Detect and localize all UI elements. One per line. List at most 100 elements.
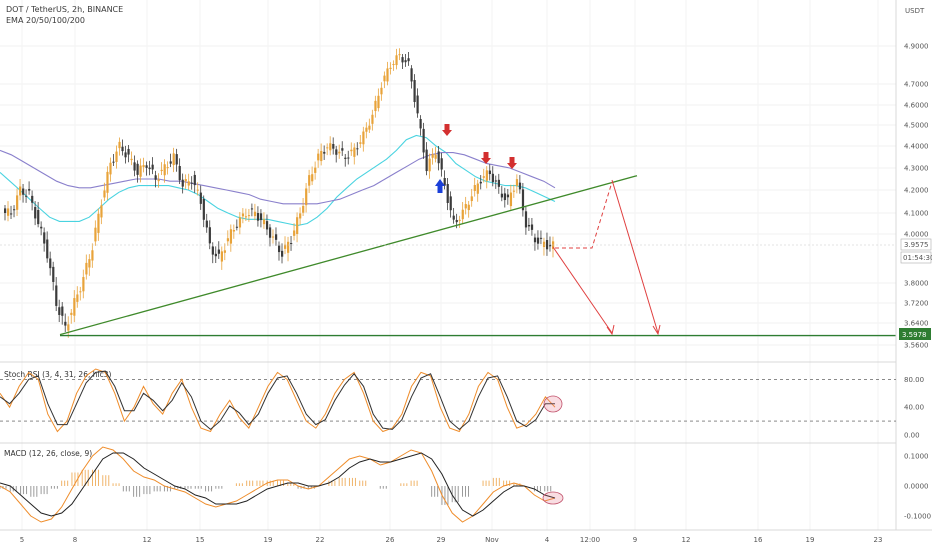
price-tick-label: 3.8000 xyxy=(904,280,929,288)
macd-label: MACD (12, 26, close, 9) xyxy=(4,449,92,458)
candle xyxy=(205,213,208,233)
red-down-arrow xyxy=(507,157,517,169)
candle xyxy=(13,205,16,218)
candle xyxy=(311,166,314,186)
candle xyxy=(308,169,311,194)
candle xyxy=(148,160,151,176)
candle xyxy=(88,254,91,276)
candle xyxy=(329,136,332,156)
candle xyxy=(359,134,362,148)
candle xyxy=(527,217,531,232)
candle xyxy=(464,196,467,215)
candle xyxy=(524,206,528,235)
candle xyxy=(476,179,479,202)
ema-lines xyxy=(0,134,556,227)
candle xyxy=(190,176,193,190)
candle xyxy=(181,173,184,194)
candle xyxy=(157,173,160,188)
red-down-arrow xyxy=(481,152,491,164)
candle xyxy=(506,188,510,205)
candle xyxy=(485,166,488,189)
candle xyxy=(250,203,254,217)
time-tick-label: 29 xyxy=(437,536,446,544)
candle xyxy=(287,236,290,262)
arrow-head xyxy=(652,324,661,336)
candle xyxy=(335,145,338,163)
arrow-head xyxy=(606,324,615,336)
candle xyxy=(281,243,284,264)
candle xyxy=(431,148,434,165)
candle xyxy=(259,209,263,228)
ema-fast-line xyxy=(0,134,556,227)
candle xyxy=(118,137,121,156)
time-tick-label: 19 xyxy=(264,536,273,544)
time-tick-label: 19 xyxy=(806,536,815,544)
candle xyxy=(482,168,485,183)
candle xyxy=(130,151,133,166)
svg-text:3.9575: 3.9575 xyxy=(904,241,929,249)
time-tick-label: 12 xyxy=(143,536,152,544)
ema-slow-line xyxy=(0,149,556,205)
candle xyxy=(112,154,115,166)
candle xyxy=(58,299,61,323)
candle xyxy=(530,217,534,236)
candle xyxy=(422,122,425,159)
candle xyxy=(377,88,380,112)
candle xyxy=(383,71,386,89)
candle xyxy=(494,175,497,189)
stoch-rsi-label: Stoch RSI (3, 4, 31, 26, hlc3) xyxy=(4,370,111,379)
candle xyxy=(449,191,452,218)
candle xyxy=(16,188,19,216)
svg-text:01:54:30: 01:54:30 xyxy=(903,254,932,262)
candle xyxy=(235,219,239,231)
candle xyxy=(163,159,166,183)
candle xyxy=(64,313,67,332)
projection-arrow xyxy=(552,246,613,334)
price-tick-label: 4.6000 xyxy=(904,102,929,110)
price-tick-label: 4.5000 xyxy=(904,122,929,130)
candle xyxy=(109,157,112,182)
candle xyxy=(208,220,211,250)
symbol-title: DOT / TetherUS, 2h, BINANCE xyxy=(6,5,123,14)
candle xyxy=(293,223,296,241)
candle xyxy=(145,161,148,176)
time-tick-label: 4 xyxy=(545,536,550,544)
countdown-badge: 01:54:30 xyxy=(900,251,932,264)
blue-up-arrow xyxy=(435,179,445,193)
candle xyxy=(103,182,106,201)
candle xyxy=(70,309,73,324)
price-tick-label: 3.7200 xyxy=(904,300,929,308)
price-tick-label: 4.2000 xyxy=(904,187,929,195)
candle xyxy=(268,224,272,247)
candle xyxy=(202,195,205,228)
candle xyxy=(19,178,22,201)
time-tick-label: 16 xyxy=(754,536,763,544)
candle xyxy=(320,143,323,166)
candle xyxy=(473,177,476,197)
candle xyxy=(356,142,359,156)
price-tick-label: 4.4000 xyxy=(904,143,929,151)
time-tick-label: 23 xyxy=(874,536,883,544)
macd-signal-line xyxy=(0,452,556,517)
time-scale: 5 8 12 15 19 22 26 29 Nov 4 12:00 9 12 16 19 23 xyxy=(20,536,883,544)
indicator-legend: EMA 20/50/100/200 xyxy=(6,16,85,25)
candle xyxy=(539,230,543,245)
candle xyxy=(10,205,13,219)
candle xyxy=(244,208,248,222)
candle xyxy=(365,122,368,139)
macd-tick-label: -0.1000 xyxy=(904,513,931,521)
candle xyxy=(247,208,251,222)
annotations xyxy=(0,124,896,337)
candle xyxy=(350,142,353,156)
stoch-tick-label: 80.00 xyxy=(904,376,924,384)
candle xyxy=(380,82,383,101)
candle xyxy=(223,243,227,261)
candle xyxy=(368,118,371,133)
support-price-badge: 3.5978 xyxy=(899,328,931,340)
candle xyxy=(31,190,34,211)
candle xyxy=(49,251,52,276)
candle xyxy=(401,54,404,70)
price-tick-label: 3.6400 xyxy=(904,320,929,328)
time-tick-label: 26 xyxy=(386,536,395,544)
